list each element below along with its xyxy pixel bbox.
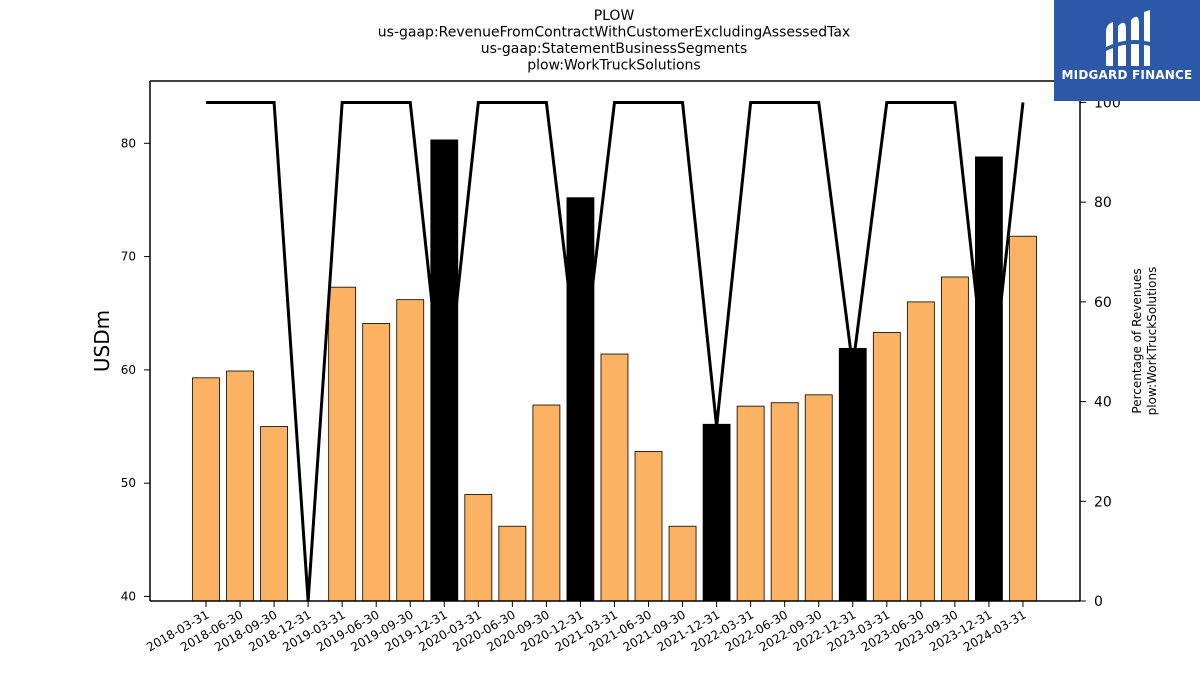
bar-quarter: [226, 370, 254, 602]
y2-tick-label: 40: [1094, 395, 1112, 411]
chart-title-line: PLOW: [594, 8, 635, 24]
y-tick-label: 60: [121, 363, 136, 377]
bar-quarter: [396, 299, 425, 602]
midgard-logo-icon: [1104, 10, 1150, 66]
bar-quarter: [498, 525, 527, 602]
bar-quarter: [260, 426, 288, 602]
y2-axis-label-line: Percentage of Revenues: [1130, 268, 1144, 413]
bar-quarter: [532, 404, 561, 602]
y2-tick-label: 80: [1094, 195, 1112, 211]
chart-title-line: plow:WorkTruckSolutions: [527, 58, 700, 74]
percentage-series-line: [206, 100, 1025, 602]
bar-annual: [975, 156, 1003, 602]
axes: [149, 80, 1081, 602]
y2-tick-label: 20: [1094, 494, 1112, 510]
bars: [192, 139, 1037, 602]
bar-annual: [702, 423, 731, 602]
bar-annual: [430, 139, 459, 602]
y-tick-label: 80: [121, 136, 136, 150]
bar-quarter: [906, 301, 935, 602]
bar-quarter: [940, 276, 969, 602]
bar-quarter: [362, 323, 391, 602]
bar-quarter: [668, 525, 697, 602]
y-tick-label: 70: [121, 250, 136, 264]
y-axis-ticks: 40 50 60 70 80: [121, 136, 150, 603]
bar-quarter: [600, 353, 629, 602]
x-axis-ticks: 2018-03-312018-06-302018-09-302018-12-31…: [144, 601, 1028, 654]
y-axis-label: USDm: [90, 310, 114, 372]
percentage-line: [206, 100, 1025, 602]
bar-quarter: [1009, 235, 1037, 602]
bar-annual: [566, 197, 595, 602]
bar-quarter: [872, 332, 901, 602]
y-tick-label: 50: [121, 476, 136, 490]
y2-tick-label: 0: [1094, 594, 1103, 610]
bar-quarter: [634, 451, 663, 602]
y2-axis-label: Percentage of Revenues plow:WorkTruckSol…: [1130, 267, 1159, 416]
y2-tick-label: 60: [1094, 295, 1112, 311]
bar-quarter: [192, 377, 220, 602]
bar-annual: [838, 347, 867, 602]
y-tick-label: 40: [121, 589, 136, 603]
brand-logo: MIDGARD FINANCE: [1054, 0, 1200, 101]
bar-quarter: [464, 494, 493, 602]
bar-quarter: [770, 402, 799, 602]
chart-title-line: us-gaap:RevenueFromContractWithCustomerE…: [378, 25, 850, 41]
logo-text: MIDGARD FINANCE: [1061, 68, 1193, 82]
bar-quarter: [736, 405, 765, 602]
chart-title: PLOWus-gaap:RevenueFromContractWithCusto…: [378, 8, 850, 74]
chart-title-line: us-gaap:StatementBusinessSegments: [481, 41, 748, 57]
bar-quarter: [804, 394, 833, 602]
bar-quarter: [328, 286, 357, 602]
y2-axis-label-line: plow:WorkTruckSolutions: [1145, 267, 1159, 416]
